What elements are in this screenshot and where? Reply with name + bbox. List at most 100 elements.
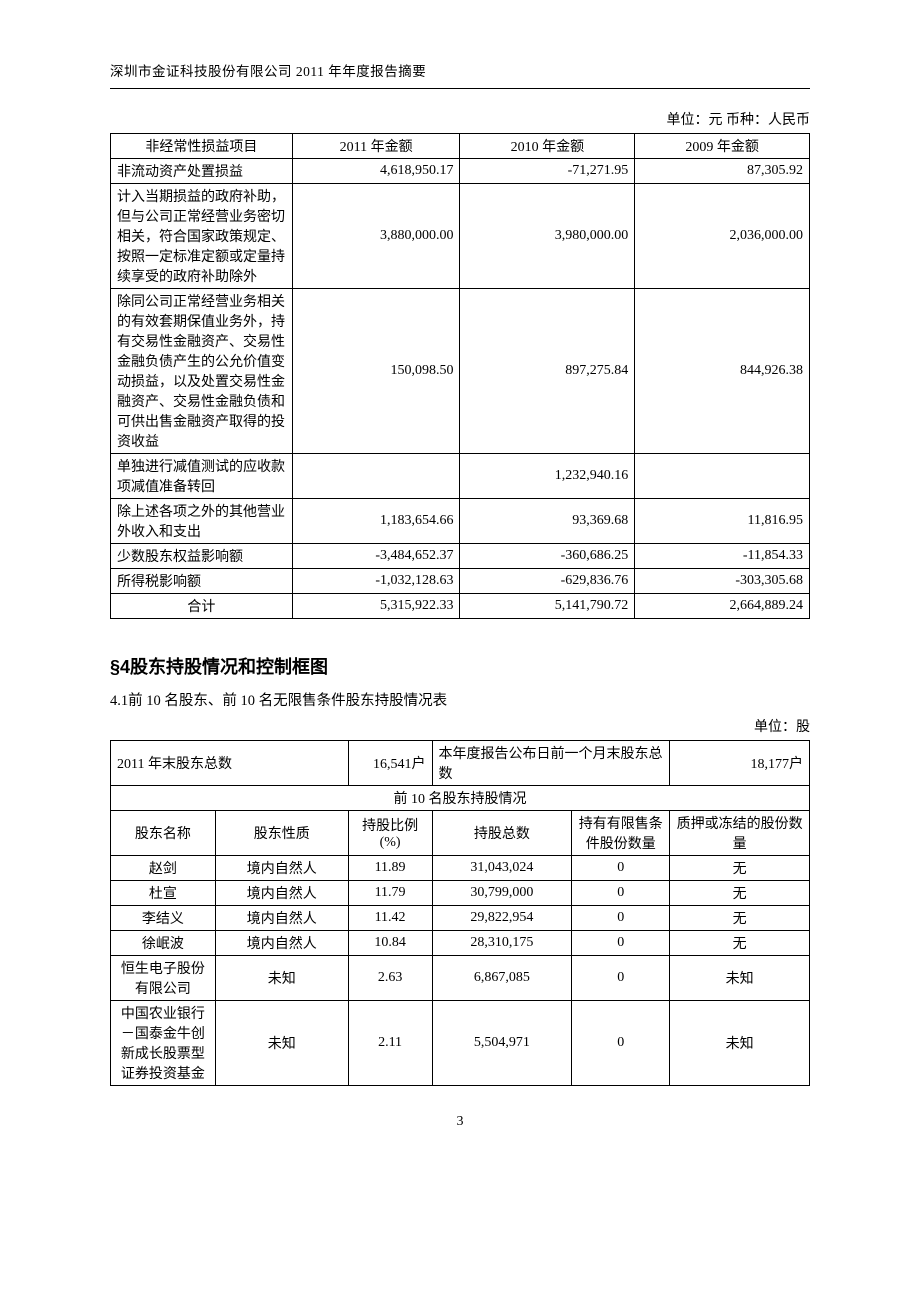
cell-value: -1,032,128.63 [292, 569, 460, 594]
cell-value: 11.89 [348, 856, 432, 881]
col-header: 2011 年金额 [292, 134, 460, 159]
cell-value: -11,854.33 [635, 544, 810, 569]
row-label: 所得税影响额 [111, 569, 293, 594]
cell-value: 0 [572, 956, 670, 1001]
table-header-row: 非经常性损益项目 2011 年金额 2010 年金额 2009 年金额 [111, 134, 810, 159]
table-row: 除上述各项之外的其他营业外收入和支出 1,183,654.66 93,369.6… [111, 499, 810, 544]
cell-value: 无 [670, 931, 810, 956]
column-header-row: 股东名称 股东性质 持股比例(%) 持股总数 持有有限售条件股份数量 质押或冻结… [111, 811, 810, 856]
col-header: 非经常性损益项目 [111, 134, 293, 159]
total-label: 合计 [111, 594, 293, 619]
cell-value: 境内自然人 [215, 931, 348, 956]
cell-value: -360,686.25 [460, 544, 635, 569]
table-row: 赵剑 境内自然人 11.89 31,043,024 0 无 [111, 856, 810, 881]
shareholder-name: 恒生电子股份有限公司 [111, 956, 216, 1001]
cell-value: 2.11 [348, 1001, 432, 1086]
table-row: 中国农业银行－国泰金牛创新成长股票型证券投资基金 未知 2.11 5,504,9… [111, 1001, 810, 1086]
cell-value: 1,232,940.16 [460, 454, 635, 499]
table-row: 计入当期损益的政府补助，但与公司正常经营业务密切相关，符合国家政策规定、按照一定… [111, 184, 810, 289]
cell-value: -303,305.68 [635, 569, 810, 594]
row-label: 非流动资产处置损益 [111, 159, 293, 184]
cell-value: 无 [670, 856, 810, 881]
cell-value: 未知 [215, 956, 348, 1001]
cell-value: 未知 [215, 1001, 348, 1086]
shareholders-table: 2011 年末股东总数 16,541户 本年度报告公布日前一个月末股东总数 18… [110, 740, 810, 1086]
row-label: 除上述各项之外的其他营业外收入和支出 [111, 499, 293, 544]
cell-value: 897,275.84 [460, 289, 635, 454]
cell-value: 5,315,922.33 [292, 594, 460, 619]
table1-unit: 单位：元 币种：人民币 [110, 109, 810, 129]
cell-value: 4,618,950.17 [292, 159, 460, 184]
cell-value: 0 [572, 856, 670, 881]
cell-value: 未知 [670, 1001, 810, 1086]
shareholder-name: 杜宣 [111, 881, 216, 906]
cell-value: 28,310,175 [432, 931, 572, 956]
row-label: 除同公司正常经营业务相关的有效套期保值业务外，持有交易性金融资产、交易性金融负债… [111, 289, 293, 454]
shareholder-name: 徐岷波 [111, 931, 216, 956]
shareholder-name: 李结义 [111, 906, 216, 931]
col-header: 持股总数 [432, 811, 572, 856]
cell-value: 11,816.95 [635, 499, 810, 544]
cell-value: 31,043,024 [432, 856, 572, 881]
cell-value: 0 [572, 931, 670, 956]
cell-value: 11.79 [348, 881, 432, 906]
cell-value: 无 [670, 906, 810, 931]
cell-value: 10.84 [348, 931, 432, 956]
table-row: 李结义 境内自然人 11.42 29,822,954 0 无 [111, 906, 810, 931]
row-label: 单独进行减值测试的应收款项减值准备转回 [111, 454, 293, 499]
cell-value: 0 [572, 906, 670, 931]
cell-value: 境内自然人 [215, 856, 348, 881]
cell-value: 3,880,000.00 [292, 184, 460, 289]
table-row: 恒生电子股份有限公司 未知 2.63 6,867,085 0 未知 [111, 956, 810, 1001]
count-value: 18,177户 [670, 741, 810, 786]
cell-value: 93,369.68 [460, 499, 635, 544]
cell-value: -629,836.76 [460, 569, 635, 594]
table-row: 除同公司正常经营业务相关的有效套期保值业务外，持有交易性金融资产、交易性金融负债… [111, 289, 810, 454]
col-header: 股东性质 [215, 811, 348, 856]
count-value: 16,541户 [348, 741, 432, 786]
col-header: 2009 年金额 [635, 134, 810, 159]
cell-value: 未知 [670, 956, 810, 1001]
subheader: 前 10 名股东持股情况 [111, 786, 810, 811]
cell-value: 844,926.38 [635, 289, 810, 454]
cell-value: 2,036,000.00 [635, 184, 810, 289]
cell-value: -3,484,652.37 [292, 544, 460, 569]
table-total-row: 合计 5,315,922.33 5,141,790.72 2,664,889.2… [111, 594, 810, 619]
col-header: 股东名称 [111, 811, 216, 856]
cell-value: 87,305.92 [635, 159, 810, 184]
row-label: 计入当期损益的政府补助，但与公司正常经营业务密切相关，符合国家政策规定、按照一定… [111, 184, 293, 289]
shareholder-name: 中国农业银行－国泰金牛创新成长股票型证券投资基金 [111, 1001, 216, 1086]
table-row: 徐岷波 境内自然人 10.84 28,310,175 0 无 [111, 931, 810, 956]
cell-value: 5,504,971 [432, 1001, 572, 1086]
header-rule [110, 88, 810, 89]
page-header: 深圳市金证科技股份有限公司 2011 年年度报告摘要 [110, 60, 810, 80]
table-row: 单独进行减值测试的应收款项减值准备转回 1,232,940.16 [111, 454, 810, 499]
table-row: 非流动资产处置损益 4,618,950.17 -71,271.95 87,305… [111, 159, 810, 184]
cell-value: 1,183,654.66 [292, 499, 460, 544]
count-label: 本年度报告公布日前一个月末股东总数 [432, 741, 670, 786]
cell-value: 29,822,954 [432, 906, 572, 931]
col-header: 2010 年金额 [460, 134, 635, 159]
col-header: 持股比例(%) [348, 811, 432, 856]
cell-value: 境内自然人 [215, 906, 348, 931]
col-header: 持有有限售条件股份数量 [572, 811, 670, 856]
cell-value: 6,867,085 [432, 956, 572, 1001]
table-row: 杜宣 境内自然人 11.79 30,799,000 0 无 [111, 881, 810, 906]
page-number: 3 [110, 1114, 810, 1130]
count-label: 2011 年末股东总数 [111, 741, 349, 786]
table2-unit: 单位：股 [110, 716, 810, 736]
cell-value: 5,141,790.72 [460, 594, 635, 619]
document-page: 深圳市金证科技股份有限公司 2011 年年度报告摘要 单位：元 币种：人民币 非… [0, 0, 920, 1170]
row-label: 少数股东权益影响额 [111, 544, 293, 569]
cell-value: 3,980,000.00 [460, 184, 635, 289]
cell-value: 境内自然人 [215, 881, 348, 906]
cell-value [292, 454, 460, 499]
subheader-row: 前 10 名股东持股情况 [111, 786, 810, 811]
shareholder-count-row: 2011 年末股东总数 16,541户 本年度报告公布日前一个月末股东总数 18… [111, 741, 810, 786]
table-row: 所得税影响额 -1,032,128.63 -629,836.76 -303,30… [111, 569, 810, 594]
table-row: 少数股东权益影响额 -3,484,652.37 -360,686.25 -11,… [111, 544, 810, 569]
non-recurring-gains-table: 非经常性损益项目 2011 年金额 2010 年金额 2009 年金额 非流动资… [110, 133, 810, 619]
section4-title: §4股东持股情况和控制框图 [110, 653, 810, 679]
cell-value: 2,664,889.24 [635, 594, 810, 619]
cell-value: 2.63 [348, 956, 432, 1001]
